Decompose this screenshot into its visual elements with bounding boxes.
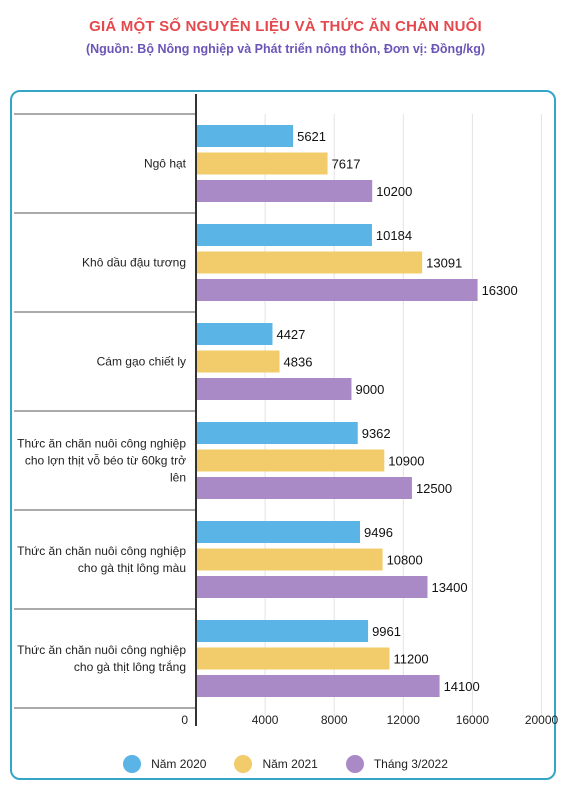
bar — [196, 647, 390, 670]
legend-swatch-2022 — [345, 755, 364, 773]
chart-subtitle: (Nguồn: Bộ Nông nghiệp và Phát triển nôn… — [85, 42, 486, 56]
chart-frame — [10, 90, 556, 780]
x-tick-label: 12000 — [387, 713, 421, 727]
category-label: Thức ăn chăn nuôi công nghiệp — [17, 643, 186, 657]
category-label: cho gà thịt lông trắng — [74, 659, 186, 674]
x-tick-label: 4000 — [252, 713, 279, 727]
data-label: 10900 — [388, 454, 424, 469]
category-label: cho lợn thịt vỗ béo từ 60kg trở — [25, 453, 186, 468]
data-label: 14100 — [444, 679, 480, 694]
bar — [196, 620, 369, 642]
legend-swatch-2020 — [123, 755, 142, 773]
bar — [196, 224, 372, 246]
legend-item-2022: Tháng 3/2022 — [345, 755, 448, 773]
data-label: 10200 — [376, 184, 412, 199]
bar — [196, 521, 361, 543]
bar — [196, 279, 478, 301]
data-label: 11200 — [393, 652, 428, 667]
x-tick-label: 0 — [181, 713, 188, 727]
legend-label-2022: Tháng 3/2022 — [373, 757, 448, 771]
legend-label-2021: Năm 2021 — [262, 757, 318, 771]
data-label: 13091 — [426, 256, 462, 271]
category-label: Cám gạo chiết ly — [97, 355, 186, 369]
x-tick-label: 16000 — [456, 713, 490, 727]
bar — [196, 449, 385, 472]
bar — [196, 180, 373, 202]
category-label: Thức ăn chăn nuôi công nghiệp — [17, 544, 186, 558]
chart-title: GIÁ MỘT SỐ NGUYÊN LIỆU VÀ THỨC ĂN CHĂN N… — [89, 18, 482, 35]
bar — [196, 350, 280, 373]
data-label: 9000 — [355, 382, 384, 397]
data-label: 4427 — [276, 327, 305, 342]
category-label: Khô dầu đậu tương — [82, 256, 186, 270]
bar — [196, 378, 352, 400]
data-label: 10800 — [387, 553, 423, 568]
data-label: 7617 — [332, 157, 361, 172]
bar — [196, 323, 273, 345]
legend-label-2020: Năm 2020 — [151, 757, 207, 771]
data-label: 10184 — [376, 228, 412, 243]
data-label: 16300 — [482, 283, 518, 298]
data-label: 12500 — [416, 481, 452, 496]
category-label: lên — [170, 471, 186, 485]
bar — [196, 251, 423, 274]
bar — [196, 477, 412, 499]
category-label: Thức ăn chăn nuôi công nghiệp — [17, 437, 186, 451]
bar — [196, 675, 440, 697]
x-tick-label: 8000 — [321, 713, 348, 727]
legend-item-2020: Năm 2020 — [123, 755, 206, 773]
data-label: 13400 — [431, 580, 467, 595]
data-label: 4836 — [284, 355, 313, 370]
bar — [196, 125, 294, 147]
bar — [196, 548, 383, 571]
legend-swatch-2021 — [234, 755, 253, 773]
x-tick-label: 20000 — [525, 713, 559, 727]
data-label: 9496 — [364, 525, 393, 540]
legend-item-2021: Năm 2021 — [234, 755, 318, 773]
category-label: cho gà thịt lông màu — [78, 561, 186, 575]
bar — [196, 576, 428, 598]
category-label: Ngô hạt — [144, 157, 187, 171]
data-label: 9961 — [372, 624, 401, 639]
bar — [196, 422, 358, 444]
bar — [196, 152, 328, 175]
chart-legend: Năm 2020 Năm 2021 Tháng 3/2022 — [0, 755, 571, 773]
data-label: 5621 — [297, 129, 326, 144]
data-label: 9362 — [362, 426, 391, 441]
